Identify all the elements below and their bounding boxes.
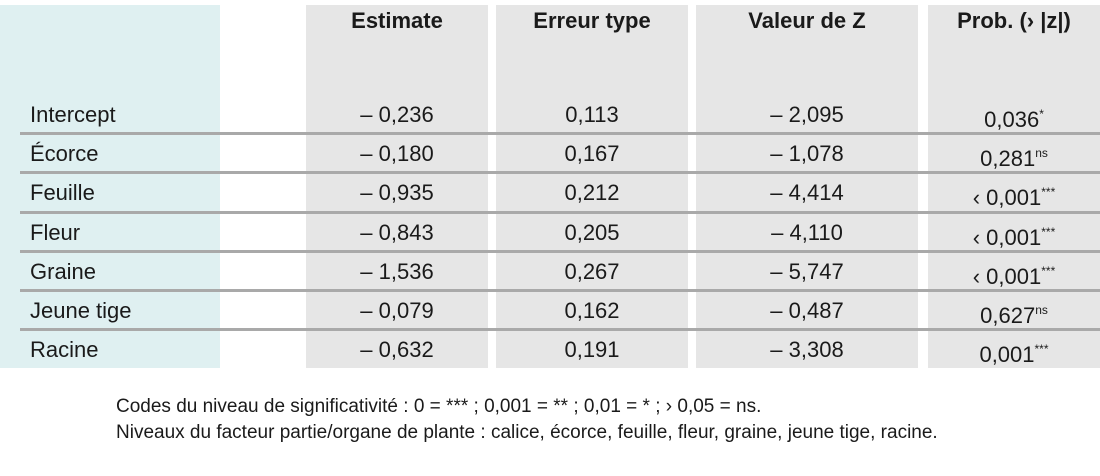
significance: ns xyxy=(1035,303,1048,317)
cell: – 3,308 xyxy=(770,337,844,363)
column-bg xyxy=(306,5,488,368)
column-header: Valeur de Z xyxy=(748,8,866,33)
cell: – 4,414 xyxy=(770,180,844,206)
row-label: Graine xyxy=(30,258,97,284)
row-label: Racine xyxy=(30,337,99,363)
cell: 0,162 xyxy=(564,298,620,323)
row-label: Jeune tige xyxy=(30,298,132,323)
prob: 0,627 xyxy=(980,303,1036,328)
cell: 0,167 xyxy=(564,141,620,167)
prob-cell: ‹ 0,001*** xyxy=(928,213,1100,252)
row-label: Feuille xyxy=(30,180,95,206)
cell: – 0,935 xyxy=(360,180,434,206)
significance: *** xyxy=(1041,224,1056,239)
prob: ‹ 0,001 xyxy=(972,263,1042,289)
row-rule xyxy=(20,210,1100,214)
cell: – 0,180 xyxy=(360,141,434,167)
prob: 0,036 xyxy=(984,107,1040,132)
prob-cell: 0,281ns xyxy=(928,134,1100,173)
cell: – 0,079 xyxy=(360,298,434,323)
label-column-bg xyxy=(0,5,220,368)
prob-cell: ‹ 0,001*** xyxy=(928,173,1100,212)
prob: ‹ 0,001 xyxy=(972,224,1042,250)
column-header: Estimate xyxy=(351,8,443,33)
cell: – 0,487 xyxy=(770,298,844,323)
cell: – 1,536 xyxy=(360,258,434,284)
row-rule xyxy=(20,171,1100,175)
cell: – 0,632 xyxy=(360,337,434,363)
cell: – 5,747 xyxy=(770,258,844,284)
cell: – 0,843 xyxy=(360,219,434,245)
note: Codes du niveau de significativité : 0 =… xyxy=(116,396,762,417)
significance: ns xyxy=(1035,146,1048,161)
prob: ‹ 0,001 xyxy=(972,185,1042,211)
cell: 0,267 xyxy=(564,258,620,284)
cell: – 2,095 xyxy=(770,102,844,127)
row-rule xyxy=(20,132,1100,136)
cell: 0,212 xyxy=(564,180,620,206)
cell: – 0,236 xyxy=(360,102,434,127)
note: Niveaux du facteur partie/organe de plan… xyxy=(116,422,938,443)
row-label: Écorce xyxy=(30,141,99,167)
column-header: Prob. (› |z|) xyxy=(957,8,1071,33)
significance: *** xyxy=(1034,342,1049,357)
prob-cell: 0,627ns xyxy=(928,291,1100,330)
prob-cell: 0,036* xyxy=(928,95,1100,134)
row-rule xyxy=(20,289,1100,292)
cell: – 1,078 xyxy=(770,141,844,167)
column-header: Erreur type xyxy=(533,8,651,33)
significance: *** xyxy=(1041,185,1056,200)
cell: 0,191 xyxy=(564,337,620,363)
row-rule xyxy=(20,249,1100,253)
significance: *** xyxy=(1041,263,1056,278)
cell: – 4,110 xyxy=(771,219,843,245)
cell: 0,205 xyxy=(564,219,620,245)
prob-cell: ‹ 0,001*** xyxy=(928,252,1100,291)
prob: 0,001 xyxy=(979,342,1035,368)
column-bg xyxy=(496,5,688,368)
notes: Codes du niveau de significativité : 0 =… xyxy=(116,394,1056,446)
row-label: Fleur xyxy=(30,219,81,245)
row-rule xyxy=(20,328,1100,332)
cell: 0,113 xyxy=(565,102,619,127)
row-label: Intercept xyxy=(30,102,116,127)
column-bg xyxy=(928,5,1100,368)
significance: * xyxy=(1039,107,1044,121)
prob-cell: 0,001*** xyxy=(928,330,1100,369)
prob: 0,281 xyxy=(980,146,1036,172)
column-bg xyxy=(696,5,918,368)
